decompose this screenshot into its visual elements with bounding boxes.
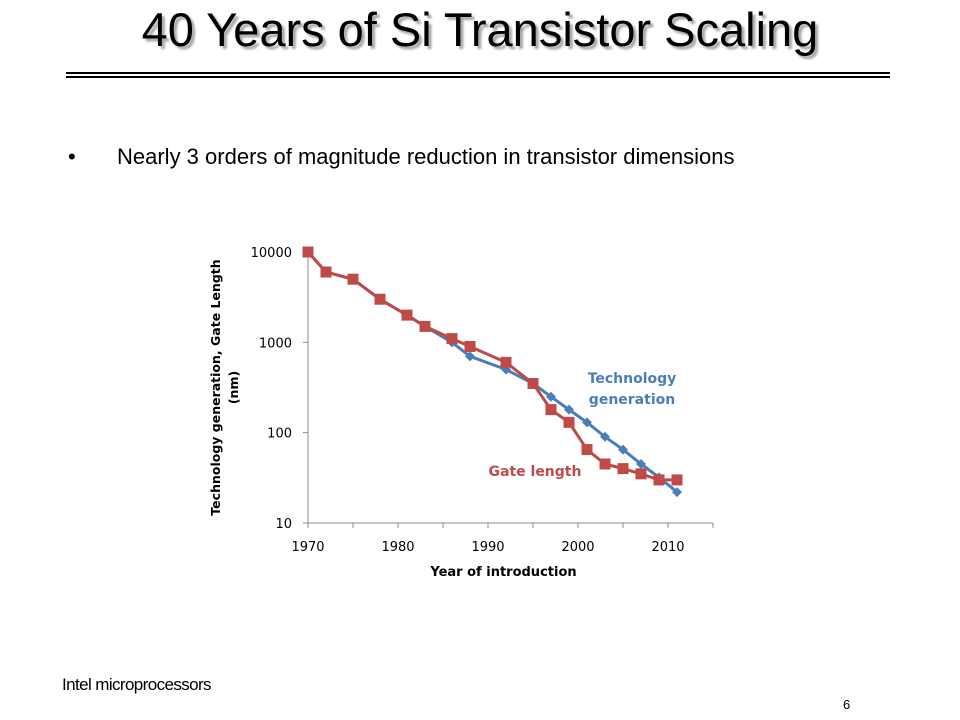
y-axis-title-line: (nm) <box>226 371 241 404</box>
series-gate-length <box>302 246 683 486</box>
page-number: 6 <box>843 697 851 712</box>
y-tick-label: 10000 <box>251 246 292 261</box>
x-tick-label: 1980 <box>381 540 414 555</box>
footer-note: Intel microprocessors <box>62 675 212 694</box>
data-point-diamond <box>564 404 574 415</box>
data-point-square <box>545 404 557 416</box>
data-point-square <box>617 463 629 475</box>
bullet-text: Nearly 3 orders of magnitude reduction i… <box>117 144 735 169</box>
y-axis-title: Technology generation, Gate Length (nm) <box>208 259 241 515</box>
data-point-square <box>500 356 512 368</box>
slide-title: 40 Years of Si Transistor Scaling <box>141 3 819 56</box>
x-tick-label: 1970 <box>291 540 324 555</box>
data-point-diamond <box>582 417 592 428</box>
data-point-diamond <box>465 351 475 362</box>
y-tick-label: 100 <box>267 427 292 442</box>
y-tick-label: 10 <box>275 517 292 532</box>
x-tick-label: 2010 <box>651 540 684 555</box>
data-point-square <box>563 416 575 428</box>
title-underline-top <box>66 72 890 74</box>
data-point-square <box>401 309 413 321</box>
series-layer <box>302 246 683 498</box>
chart-axes <box>307 252 713 524</box>
y-axis-ticks: 10 100 1000 10000 <box>251 246 308 532</box>
series-label: generation <box>589 392 675 408</box>
x-tick-label: 1990 <box>471 540 504 555</box>
x-tick-label: 2000 <box>561 540 594 555</box>
data-point-square <box>419 320 431 332</box>
data-point-square <box>374 293 386 305</box>
series-labels: Technology generation Gate length <box>489 371 677 480</box>
data-point-diamond <box>672 487 682 498</box>
data-point-square <box>320 266 332 278</box>
data-point-square <box>302 246 314 258</box>
data-point-diamond <box>546 391 556 402</box>
data-point-diamond <box>618 444 628 455</box>
data-point-square <box>347 273 359 285</box>
y-tick-label: 1000 <box>259 336 292 351</box>
data-point-square <box>653 474 665 486</box>
title-underline-bottom <box>66 76 890 78</box>
data-point-diamond <box>600 431 610 442</box>
y-axis-title-line: Technology generation, Gate Length <box>208 259 223 515</box>
data-point-square <box>635 468 647 480</box>
data-point-square <box>581 444 593 456</box>
bullet-marker: • <box>68 144 76 169</box>
data-point-diamond <box>636 458 646 469</box>
series-label: Technology <box>588 371 677 387</box>
series-label: Gate length <box>489 464 582 480</box>
data-point-square <box>464 340 476 352</box>
data-point-square <box>599 458 611 470</box>
x-axis-ticks: 1970 1980 1990 2000 2010 <box>291 523 714 555</box>
data-point-square <box>671 474 683 486</box>
data-point-square <box>527 378 539 390</box>
x-axis-title: Year of introduction <box>429 565 576 580</box>
data-point-square <box>446 333 458 345</box>
